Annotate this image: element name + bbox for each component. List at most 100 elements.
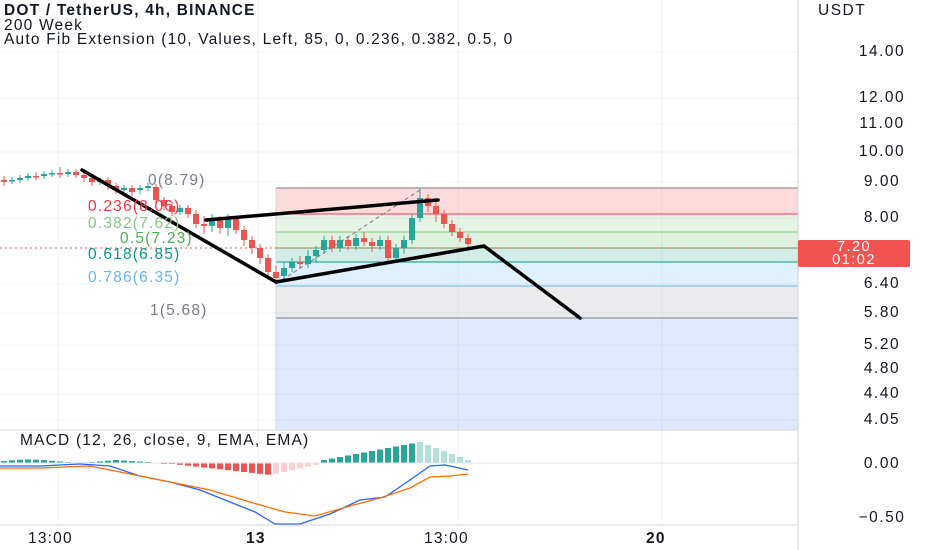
macd-histogram-bar <box>449 454 455 463</box>
candle-body <box>145 186 151 188</box>
candle-body <box>297 262 303 264</box>
macd-tick: −0.50 <box>858 509 906 526</box>
macd-histogram[interactable] <box>1 442 471 475</box>
price-tick: 10.00 <box>858 143 906 160</box>
candle-body <box>241 230 247 240</box>
macd-histogram-bar <box>97 461 103 463</box>
macd-histogram-bar <box>177 463 183 465</box>
candle-body <box>385 240 391 258</box>
candle-body <box>129 188 135 192</box>
time-label: 20 <box>646 530 666 547</box>
price-tick: 4.05 <box>863 411 901 428</box>
candle-body <box>17 178 23 180</box>
fib-label-0236: 0.236(8.06) <box>88 198 181 215</box>
candle-body <box>393 248 399 258</box>
candle-body <box>305 256 311 264</box>
candle-body <box>329 240 335 248</box>
macd-histogram-bar <box>129 461 135 463</box>
candle-body <box>273 272 279 278</box>
price-tick: 5.80 <box>863 304 901 321</box>
macd-histogram-bar <box>217 463 223 470</box>
macd-histogram-bar <box>41 460 47 463</box>
candle-body <box>121 188 127 190</box>
macd-histogram-bar <box>409 443 415 463</box>
price-tick: 4.80 <box>863 360 901 377</box>
candle-body <box>313 250 319 256</box>
macd-histogram-bar <box>201 463 207 468</box>
candle-body <box>25 176 31 178</box>
price-tick: 4.40 <box>863 385 901 402</box>
macd-histogram-bar <box>457 457 463 463</box>
symbol-title[interactable]: DOT / TetherUS, 4h, BINANCE <box>4 2 256 19</box>
candle-body <box>377 240 383 246</box>
macd-histogram-bar <box>337 457 343 463</box>
candle-body <box>345 240 351 246</box>
price-tick: 6.40 <box>863 275 901 292</box>
candle-countdown: 01:02 <box>832 252 876 268</box>
macd-histogram-bar <box>225 463 231 471</box>
price-tick: 5.20 <box>863 336 901 353</box>
drawn-trendlines[interactable] <box>80 168 582 320</box>
candle-body <box>433 206 439 214</box>
macd-histogram-bar <box>121 460 127 463</box>
candle-body <box>361 238 367 242</box>
candle-body <box>217 220 223 228</box>
macd-legend[interactable]: MACD (12, 26, close, 9, EMA, EMA) <box>20 432 310 449</box>
candles[interactable] <box>1 167 471 284</box>
macd-histogram-bar <box>257 463 263 474</box>
macd-histogram-bar <box>393 446 399 463</box>
fib-label-0618: 0.618(6.85) <box>88 246 181 263</box>
macd-histogram-bar <box>265 463 271 475</box>
candle-body <box>353 238 359 246</box>
price-tick: 14.00 <box>858 43 906 60</box>
fib-connector-line <box>275 189 421 285</box>
macd-histogram-bar <box>25 459 31 463</box>
price-tick: 12.00 <box>858 89 906 106</box>
macd-histogram-bar <box>193 463 199 467</box>
macd-histogram-bar <box>241 463 247 472</box>
ma-legend[interactable]: 200 Week <box>4 17 84 34</box>
time-label: 13:00 <box>28 530 73 547</box>
candle-body <box>89 178 95 182</box>
candle-body <box>9 180 15 182</box>
macd-histogram-bar <box>417 442 423 463</box>
candle-body <box>57 173 63 175</box>
macd-histogram-bar <box>281 463 287 472</box>
candle-body <box>321 240 327 250</box>
macd-histogram-bar <box>105 460 111 463</box>
candle-body <box>409 218 415 240</box>
macd-histogram-bar <box>345 455 351 463</box>
macd-histogram-bar <box>369 451 375 463</box>
candle-body <box>209 220 215 226</box>
price-tick: 11.00 <box>859 115 905 132</box>
candle-body <box>337 240 343 248</box>
currency-label[interactable]: USDT <box>818 2 867 19</box>
macd-histogram-bar <box>329 458 335 463</box>
candle-body <box>201 224 207 226</box>
macd-histogram-bar <box>249 463 255 473</box>
candle-body <box>465 238 471 244</box>
price-tick: 9.00 <box>863 173 901 190</box>
signal-line[interactable] <box>0 465 469 517</box>
candle-body <box>441 214 447 224</box>
macd-histogram-bar <box>185 463 191 466</box>
candle-body <box>169 206 175 212</box>
fib-indicator-legend[interactable]: Auto Fib Extension (10, Values, Left, 85… <box>4 31 514 48</box>
candle-body <box>33 176 39 178</box>
candle-body <box>81 175 87 178</box>
macd-histogram-bar <box>57 461 63 463</box>
macd-line[interactable] <box>0 463 469 525</box>
macd-histogram-bar <box>321 460 327 463</box>
macd-histogram-bar <box>385 448 391 463</box>
candle-body <box>73 172 79 175</box>
fib-zones[interactable] <box>275 187 798 430</box>
last-price-tag[interactable]: 7.20 01:02 <box>798 240 910 267</box>
macd-histogram-bar <box>289 463 295 471</box>
macd-histogram-bar <box>17 459 23 463</box>
candle-body <box>457 232 463 238</box>
macd-histogram-bar <box>313 463 319 465</box>
macd-histogram-bar <box>401 445 407 463</box>
macd-tick: 0.00 <box>863 455 901 472</box>
